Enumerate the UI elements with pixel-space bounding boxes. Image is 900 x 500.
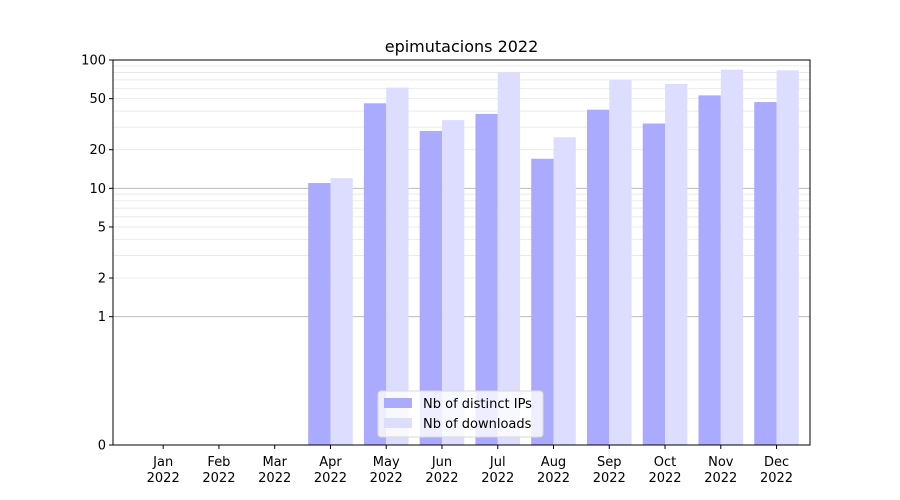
- bar-downloads: [497, 72, 521, 446]
- bar-downloads: [720, 69, 744, 445]
- y-tick-label: 1: [98, 310, 106, 325]
- y-tick-label: 5: [98, 220, 106, 235]
- legend-swatch: [384, 398, 412, 408]
- x-tick-label-month: Sep: [597, 455, 622, 470]
- x-tick-label-year: 2022: [258, 471, 291, 486]
- bar-distinct-ips: [531, 158, 554, 446]
- x-tick-label-year: 2022: [760, 471, 793, 486]
- bar-downloads: [441, 120, 465, 446]
- bar-distinct-ips: [754, 102, 777, 445]
- y-tick-label: 2: [98, 272, 106, 287]
- bar-downloads: [386, 87, 409, 445]
- x-axis: Jan2022Feb2022Mar2022Apr2022May2022Jun20…: [147, 445, 793, 486]
- y-tick-label: 50: [89, 92, 106, 107]
- bar-distinct-ips: [698, 95, 721, 446]
- x-tick-label-year: 2022: [481, 471, 514, 486]
- x-tick-label-year: 2022: [704, 471, 737, 486]
- x-tick-label-month: Jan: [152, 455, 173, 470]
- bar-downloads: [609, 79, 632, 445]
- y-tick-label: 20: [89, 143, 106, 158]
- bar-downloads: [665, 84, 688, 445]
- bar-distinct-ips: [419, 130, 442, 445]
- x-tick-label-year: 2022: [370, 471, 403, 486]
- bar-distinct-ips: [308, 183, 331, 445]
- y-tick-label: 100: [81, 54, 106, 69]
- x-tick-label-year: 2022: [425, 471, 458, 486]
- legend-swatch: [384, 418, 412, 428]
- x-tick-label-month: Nov: [708, 455, 734, 470]
- x-tick-label-month: Apr: [319, 455, 342, 470]
- x-tick-label-year: 2022: [202, 471, 235, 486]
- bar-downloads: [330, 178, 353, 445]
- chart-title: epimutacions 2022: [385, 37, 539, 56]
- x-tick-label-year: 2022: [147, 471, 180, 486]
- legend-box: [377, 390, 544, 438]
- x-tick-label-year: 2022: [593, 471, 626, 486]
- x-tick-label-month: Dec: [764, 455, 789, 470]
- bar-distinct-ips: [642, 123, 666, 446]
- x-tick-label-month: Oct: [654, 455, 676, 470]
- plot-frame: [112, 59, 811, 446]
- x-tick-label-month: May: [373, 455, 400, 470]
- x-tick-label-year: 2022: [537, 471, 570, 486]
- bar-distinct-ips: [363, 103, 387, 445]
- legend-label: Nb of downloads: [423, 417, 532, 432]
- x-tick-label-month: Mar: [262, 455, 287, 470]
- x-tick-label-month: Jun: [431, 455, 452, 470]
- bar-downloads: [776, 70, 799, 445]
- y-tick-label: 10: [89, 182, 106, 197]
- y-axis: 0 1 2 5 10 20 50 100: [81, 54, 113, 454]
- x-tick-label-year: 2022: [314, 471, 347, 486]
- bars: [308, 69, 799, 446]
- x-tick-label-month: Aug: [541, 455, 566, 470]
- bar-distinct-ips: [586, 109, 610, 445]
- x-tick-label-month: Jul: [489, 455, 506, 470]
- x-tick-label-year: 2022: [648, 471, 681, 486]
- legend: Nb of distinct IPs Nb of downloads: [377, 390, 544, 438]
- legend-label: Nb of distinct IPs: [423, 397, 532, 412]
- bar-downloads: [553, 137, 576, 446]
- bar-distinct-ips: [475, 113, 498, 446]
- x-tick-label-month: Feb: [207, 455, 230, 470]
- y-tick-label: 0: [98, 439, 106, 454]
